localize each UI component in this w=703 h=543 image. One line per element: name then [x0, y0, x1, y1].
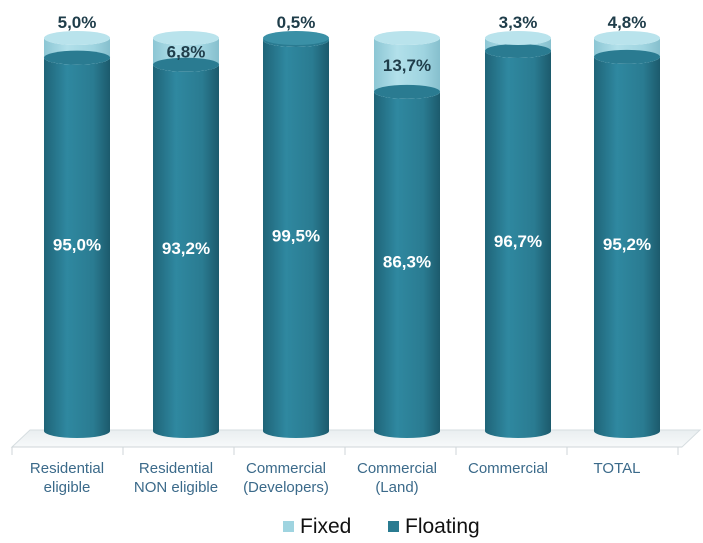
- bar-top-cap: [44, 31, 110, 45]
- bar-floating-5-body: [485, 50, 551, 439]
- bar-boundary-cap: [594, 49, 660, 64]
- category-label-line: Commercial: [357, 460, 437, 477]
- bar-1[interactable]: 95,0% 5,0%: [44, 13, 111, 439]
- bar-floating-6: [594, 56, 660, 438]
- floating-value-label: 95,0%: [53, 235, 101, 254]
- legend-swatch: [388, 521, 399, 532]
- legend-item-fixed: Fixed: [283, 515, 351, 538]
- bar-floating-2: [153, 64, 219, 438]
- bar-boundary-cap: [44, 50, 110, 65]
- category-label-line: Residential: [139, 460, 213, 477]
- category-label-line: Commercial: [246, 460, 326, 477]
- bar-fixed-4: [374, 38, 440, 99]
- bar-boundary-cap: [374, 84, 440, 99]
- bar-4[interactable]: 86,3% 13,7%: [374, 31, 440, 438]
- floating-value-label: 86,3%: [383, 252, 431, 271]
- bar-floating-3-body: [263, 39, 329, 439]
- category-label-line: TOTAL: [594, 460, 641, 477]
- category-label-line: NON eligible: [134, 479, 218, 496]
- floating-value-label: 93,2%: [162, 239, 210, 258]
- category-label-line: Commercial: [468, 460, 548, 477]
- bar-floating-1: [44, 57, 111, 439]
- category-label-line: eligible: [44, 479, 91, 496]
- bar-5[interactable]: 96,7% 3,3%: [485, 13, 551, 439]
- fixed-value-label: 4,8%: [608, 13, 647, 32]
- fixed-value-label: 6,8%: [167, 42, 206, 61]
- floating-value-label: 96,7%: [494, 232, 542, 251]
- category-label: TOTAL: [594, 460, 641, 477]
- bar-top-cap: [263, 31, 329, 45]
- bar-floating-4: [374, 91, 440, 438]
- bar-3[interactable]: 99,5% 0,5%: [263, 13, 329, 439]
- category-label-line: (Developers): [243, 479, 329, 496]
- floating-value-label: 95,2%: [603, 235, 651, 254]
- bar-floating-1-body: [44, 57, 111, 439]
- bar-floating-5: [485, 50, 551, 439]
- category-label: Residential NON eligible: [134, 460, 218, 496]
- bar-2[interactable]: 93,2% 6,8%: [153, 31, 219, 438]
- category-label: Commercial (Developers): [243, 460, 329, 496]
- category-label: Commercial (Land): [357, 460, 437, 496]
- bar-floating-2-body: [153, 64, 219, 438]
- category-label: Commercial: [468, 460, 548, 477]
- bar-top-cap: [153, 31, 219, 45]
- category-label-line: (Land): [375, 479, 418, 496]
- bar-floating-3: [263, 39, 329, 439]
- bar-6[interactable]: 95,2% 4,8%: [594, 13, 660, 438]
- bar-top-cap: [374, 31, 440, 45]
- bar-fixed-4-body: [374, 38, 440, 99]
- legend-label: Fixed: [300, 515, 351, 538]
- bar-floating-6-body: [594, 56, 660, 438]
- bar-boundary-cap: [153, 57, 219, 72]
- fixed-value-label: 3,3%: [499, 13, 538, 32]
- bar-boundary-cap: [485, 43, 551, 58]
- bar-top-cap: [594, 31, 660, 45]
- bar-floating-4-body: [374, 91, 440, 438]
- fixed-value-label: 13,7%: [383, 56, 431, 75]
- category-label-line: Residential: [30, 460, 104, 477]
- legend-swatch: [283, 521, 294, 532]
- legend-label: Floating: [405, 515, 480, 538]
- fixed-value-label: 5,0%: [58, 13, 97, 32]
- category-label: Residential eligible: [30, 460, 104, 496]
- floating-value-label: 99,5%: [272, 226, 320, 245]
- legend-item-floating: Floating: [388, 515, 480, 538]
- fixed-value-label: 0,5%: [277, 13, 316, 32]
- bar-top-cap: [485, 31, 551, 45]
